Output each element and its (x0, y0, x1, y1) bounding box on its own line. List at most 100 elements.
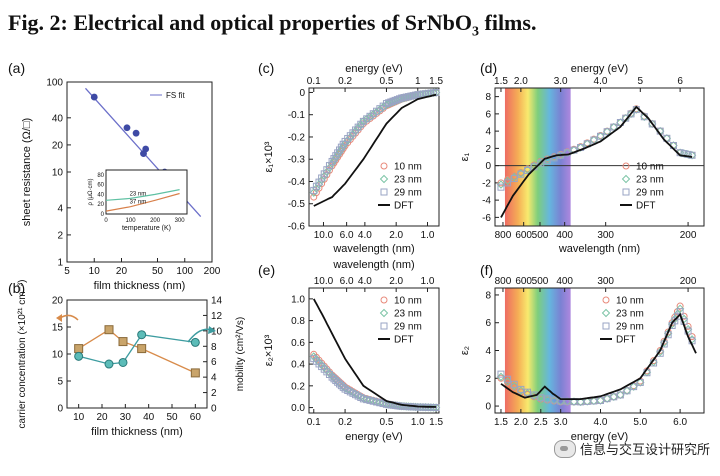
c-x-tick-label: 6.0 (340, 230, 354, 241)
f-29nm-point (497, 370, 505, 378)
b-y2-tick-label: 14 (211, 296, 223, 307)
e-legend-label: 23 nm (394, 309, 422, 320)
e-x-tick-label: 0.5 (380, 417, 394, 428)
d-legend-label: 10 nm (636, 162, 664, 173)
c-10nm-point (310, 193, 318, 201)
a-inset-y-tick-label: 80 (97, 173, 104, 179)
f-23nm-point (576, 397, 585, 407)
d-29nm-point (510, 175, 518, 183)
e-x-tick-label: 0.1 (307, 417, 321, 428)
a-inset-curve-label: 37 nm (130, 200, 147, 206)
b-y-tick-label: 10 (52, 350, 64, 361)
a-x-tick-label: 200 (204, 266, 221, 277)
e-x2-tick-label: 4.0 (358, 276, 372, 287)
figure-title-prefix: Fig. 2: Electrical and optical propertie… (8, 10, 472, 35)
b-mobility-point (190, 337, 200, 347)
d-29nm-point (688, 151, 696, 159)
c-legend-label: DFT (394, 201, 413, 212)
c-x2-axis-label: energy (eV) (345, 63, 402, 75)
a-y-tick-label: 2 (57, 230, 63, 241)
d-29nm-point (537, 159, 545, 167)
c-x-tick-label: 4.0 (358, 230, 372, 241)
panel-label-a: (a) (8, 60, 26, 76)
f-legend-marker-2 (602, 322, 610, 330)
c-29nm-point (382, 100, 390, 108)
e-legend-label: DFT (394, 335, 413, 346)
panel-label-b: (b) (8, 280, 26, 296)
d-y-tick-label: 0 (485, 161, 491, 172)
d-29nm-point (596, 132, 604, 140)
d-legend-marker-1 (621, 174, 631, 184)
b-y2-tick-label: 8 (211, 342, 217, 353)
e-y-tick-label: 0.0 (291, 403, 305, 414)
d-x2-tick-label: 2.0 (514, 76, 528, 87)
d-23nm-point (496, 180, 506, 189)
b-mobility-line (78, 333, 196, 365)
e-legend-marker-1 (379, 308, 389, 318)
b-y-axis-label: carrier concentration (×10²¹ cm⁻³) (17, 280, 28, 429)
f-y-axis-label: ε₂ (459, 346, 471, 355)
b-concentration-point (118, 337, 128, 347)
panel-label-f: (f) (480, 262, 494, 278)
e-y-tick-label: 0.2 (291, 381, 305, 392)
f-29nm-point (550, 396, 558, 404)
c-23nm-point (388, 97, 398, 107)
d-29nm-point (524, 167, 532, 175)
b-y2-tick-label: 12 (211, 311, 223, 322)
b-x-tick-label: 30 (120, 412, 132, 423)
f-23nm-point (496, 372, 506, 382)
f-23nm-point (589, 396, 599, 406)
a-data-point (123, 124, 131, 132)
f-x2-tick-label: 600 (515, 276, 532, 287)
c-23nm-point (393, 96, 402, 105)
f-legend-label: 23 nm (616, 309, 644, 320)
d-29nm-point (517, 170, 525, 178)
figure-title-subscript: 3 (472, 24, 479, 40)
b-y-tick-label: 5 (57, 377, 63, 388)
d-legend-label: 29 nm (636, 188, 664, 199)
a-x-tick-label: 50 (152, 266, 164, 277)
f-23nm-point (675, 304, 685, 314)
f-legend-label: 10 nm (616, 296, 644, 307)
c-29nm-point (395, 95, 403, 103)
a-inset-x-tick-label: 200 (150, 218, 161, 224)
a-inset-frame (105, 169, 188, 215)
panel-label-e: (e) (258, 262, 276, 278)
d-x2-tick-label: 1.5 (494, 76, 508, 87)
c-x-axis-label: wavelength (nm) (332, 243, 414, 255)
c-plot-frame (308, 87, 440, 227)
d-dft-curve (500, 105, 693, 218)
e-y-tick-label: 0.4 (291, 360, 305, 371)
c-x-tick-label: 2.0 (389, 230, 403, 241)
a-y-tick-label: 40 (52, 113, 64, 124)
e-x-axis-label: energy (eV) (345, 431, 402, 443)
d-x2-tick-label: 6 (677, 76, 683, 87)
d-x-tick-label: 300 (597, 230, 614, 241)
panel-label-c: (c) (258, 60, 275, 76)
c-y-axis-label: ε₁×10³ (263, 141, 275, 172)
a-inset-y-tick-label: 20 (97, 202, 104, 208)
f-29nm-point (537, 394, 545, 402)
f-x2-tick-label: 200 (680, 276, 697, 287)
f-29nm-point (517, 385, 525, 393)
c-23nm-point (399, 93, 409, 103)
d-x2-tick-label: 5 (638, 76, 644, 87)
c-legend-marker-1 (379, 174, 389, 184)
a-inset-x-label: temperature (K) (122, 225, 171, 232)
e-y-tick-label: 0.8 (291, 316, 305, 327)
d-29nm-point (590, 136, 598, 144)
f-visible-spectrum-band (504, 288, 571, 413)
a-y-tick-label: 20 (52, 140, 64, 151)
c-legend-marker-0 (380, 162, 388, 170)
b-concentration-line (78, 328, 196, 374)
f-y-tick-label: 2 (485, 374, 491, 385)
d-x-tick-label: 200 (680, 230, 697, 241)
a-inset-curve (105, 192, 180, 212)
b-concentration-point (190, 368, 200, 378)
c-29nm-point (385, 99, 393, 107)
f-29nm-point (543, 395, 551, 403)
a-x-tick-label: 10 (89, 266, 101, 277)
f-x-axis-label: energy (eV) (571, 431, 628, 443)
e-dft-curve (313, 298, 437, 408)
